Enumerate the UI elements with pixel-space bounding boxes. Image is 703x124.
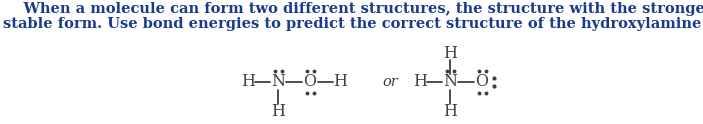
Text: H: H	[271, 103, 285, 120]
Text: H: H	[413, 74, 427, 91]
Text: H: H	[333, 74, 347, 91]
Text: N: N	[271, 74, 285, 91]
Text: When a molecule can form two different structures, the structure with the strong: When a molecule can form two different s…	[3, 2, 703, 16]
Text: O: O	[304, 74, 316, 91]
Text: H: H	[443, 103, 457, 120]
Text: N: N	[443, 74, 457, 91]
Text: H: H	[241, 74, 255, 91]
Text: O: O	[475, 74, 489, 91]
Text: or: or	[382, 75, 398, 89]
Text: stable form. Use bond energies to predict the correct structure of the hydroxyla: stable form. Use bond energies to predic…	[3, 17, 703, 31]
Text: H: H	[443, 45, 457, 62]
